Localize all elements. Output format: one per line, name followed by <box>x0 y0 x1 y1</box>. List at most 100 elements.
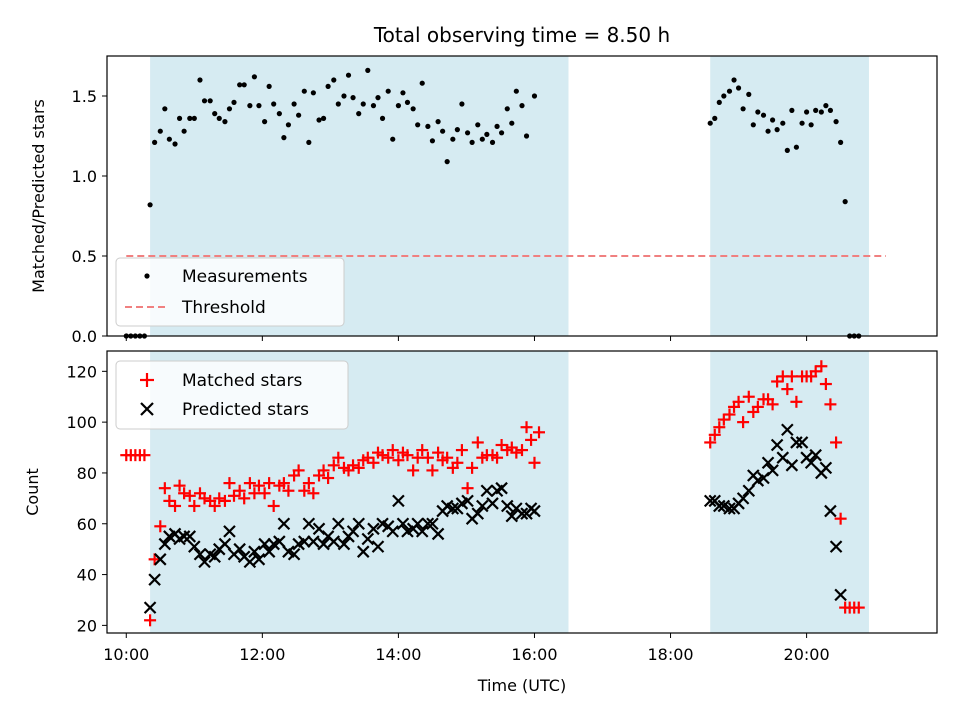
matched-star-point <box>223 477 236 490</box>
measurement-point <box>498 130 505 136</box>
predicted-star-point <box>243 555 257 569</box>
matched-star-point <box>520 421 533 434</box>
legend-predicted-label: Predicted stars <box>182 400 309 420</box>
matched-star-point <box>332 451 345 464</box>
predicted-star-point <box>795 436 809 449</box>
matched-star-point <box>751 400 764 413</box>
predicted-star-point <box>356 545 370 558</box>
x-axis-label: Time (UTC) <box>477 676 566 695</box>
predicted-star-point <box>193 547 207 561</box>
x-tick-label: 20:00 <box>784 645 830 664</box>
measurement-point <box>519 103 525 109</box>
measurement-point <box>291 101 297 107</box>
matched-star-point <box>426 464 439 477</box>
measurement-point <box>721 93 727 99</box>
bottom-y-tick-label: 20 <box>77 616 97 635</box>
predicted-star-point <box>298 535 311 548</box>
measurement-point <box>262 119 268 125</box>
measurement-point <box>450 136 456 142</box>
matched-star-point <box>258 487 271 500</box>
matched-star-point <box>144 614 157 627</box>
top-axes-frame <box>106 55 938 337</box>
matched-star-point <box>233 484 246 497</box>
predicted-star-point <box>446 502 460 515</box>
predicted-star-point <box>431 527 445 541</box>
bottom-legend-box <box>115 360 349 430</box>
measurement-point <box>484 131 490 137</box>
matched-star-point <box>466 461 479 474</box>
bottom-shaded-span-1 <box>710 351 869 633</box>
measurement-point <box>231 99 237 105</box>
measurement-point <box>475 122 481 128</box>
measurement-point <box>459 101 465 107</box>
measurement-point <box>271 101 277 107</box>
measurement-point <box>212 111 218 117</box>
predicted-star-point <box>332 517 345 531</box>
predicted-star-point <box>208 550 221 564</box>
measurement-point <box>464 130 471 136</box>
x-tick-label: 18:00 <box>647 645 693 664</box>
predicted-star-point <box>386 525 400 538</box>
measurement-point <box>365 67 371 73</box>
top-x-ticks <box>125 336 808 341</box>
x-tick-label: 10:00 <box>103 645 149 664</box>
measurement-point <box>716 99 722 105</box>
predicted-star-point <box>505 509 519 523</box>
top-y-axis-label: Matched/Predicted stars <box>29 99 48 293</box>
measurement-point <box>769 117 776 123</box>
measurement-point <box>310 90 316 96</box>
measurement-point <box>360 101 366 107</box>
predicted-star-point <box>736 492 750 505</box>
top-legend: Measurements Threshold <box>115 257 345 327</box>
predicted-star-point <box>223 525 236 538</box>
matched-star-point <box>267 499 280 512</box>
measurement-point <box>237 82 243 88</box>
measurement-point <box>400 90 406 96</box>
predicted-star-point <box>218 537 232 551</box>
measurement-point <box>760 112 767 118</box>
matched-star-point <box>327 459 340 472</box>
x-tick-label: 16:00 <box>511 645 557 664</box>
measurement-point <box>172 141 178 147</box>
predicted-star-point <box>302 517 316 531</box>
measurement-point <box>375 95 381 101</box>
matched-star-point <box>401 449 414 462</box>
count-points <box>120 360 865 627</box>
matched-star-point <box>252 479 265 492</box>
measurement-point <box>281 135 287 141</box>
top-y-ticks: 0.0 0.5 1.0 1.5 <box>72 87 107 346</box>
measurement-point <box>331 77 337 83</box>
predicted-star-point <box>528 504 541 518</box>
matched-star-point <box>183 489 196 502</box>
measurement-point <box>247 103 253 109</box>
top-shaded-span-1 <box>710 56 869 336</box>
matched-star-point <box>432 446 445 459</box>
predicted-star-point <box>361 532 375 546</box>
measurement-point <box>356 111 362 117</box>
predicted-star-point <box>713 499 726 513</box>
measurement-point <box>531 93 538 99</box>
top-y-tick-label: 1.0 <box>72 167 97 186</box>
legend-measurements-label: Measurements <box>182 267 308 287</box>
measurement-point <box>385 88 391 94</box>
predicted-star-point <box>392 494 405 508</box>
measurement-point <box>838 139 844 145</box>
measurement-point <box>241 82 247 88</box>
measurement-point <box>435 119 441 125</box>
predicted-star-point <box>262 545 276 558</box>
predicted-star-point <box>396 517 410 531</box>
predicted-star-point <box>770 438 784 452</box>
predicted-star-point <box>273 535 286 548</box>
measurement-point <box>207 98 213 104</box>
predicted-star-point <box>307 535 320 548</box>
measurement-point <box>765 128 771 134</box>
matched-star-point <box>785 370 798 383</box>
predicted-star-point <box>183 530 197 543</box>
matched-star-point <box>790 395 803 408</box>
measurement-points <box>123 67 862 339</box>
predicted-star-point <box>461 494 474 508</box>
bottom-legend: Matched stars Predicted stars <box>115 360 349 430</box>
matched-star-point <box>173 479 186 492</box>
measurement-point <box>320 115 327 121</box>
